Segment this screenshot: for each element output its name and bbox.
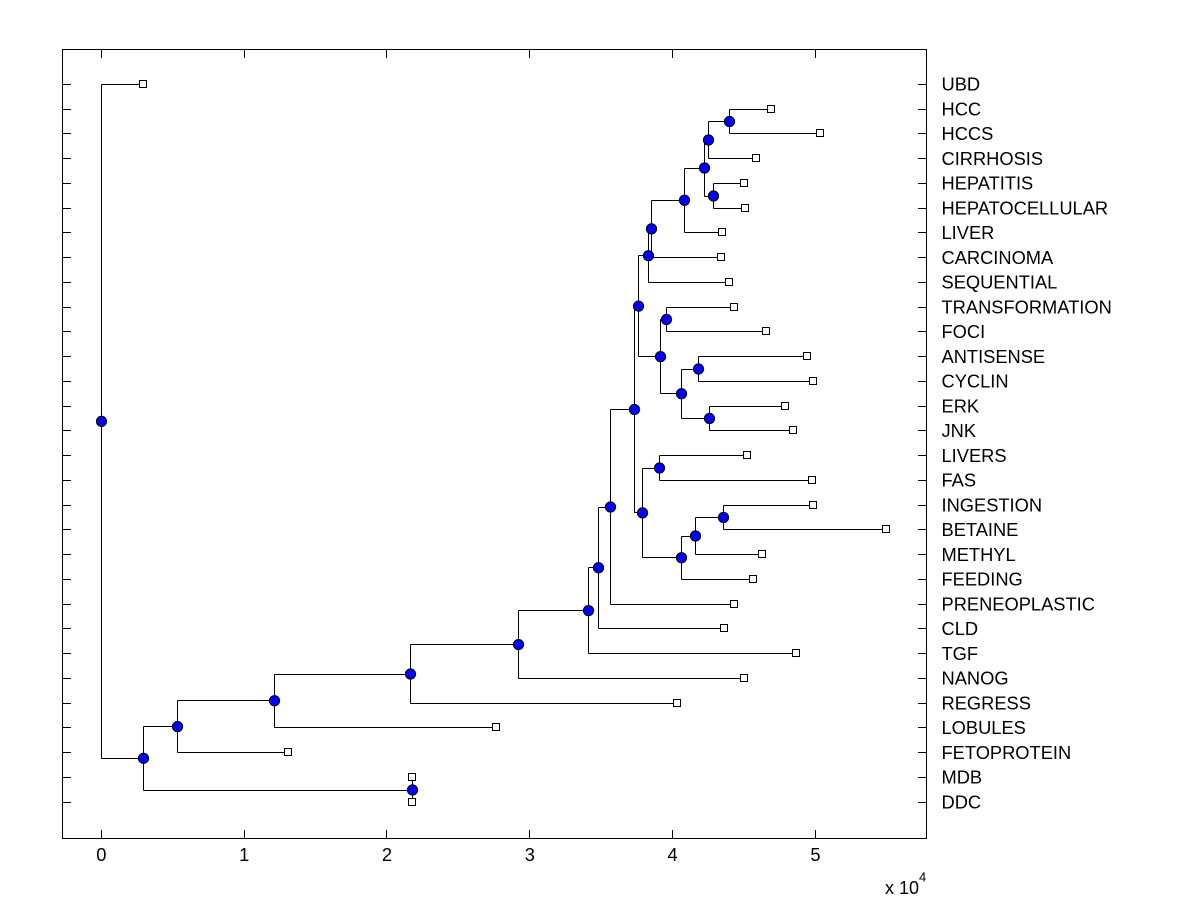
svg-text:LIVERS: LIVERS (942, 445, 1007, 466)
svg-text:0: 0 (96, 844, 106, 865)
svg-text:4: 4 (668, 844, 678, 865)
svg-text:METHYL: METHYL (942, 544, 1016, 565)
svg-text:NANOG: NANOG (942, 668, 1009, 689)
svg-text:HEPATITIS: HEPATITIS (942, 173, 1034, 194)
svg-text:HCCS: HCCS (942, 123, 994, 144)
svg-text:SEQUENTIAL: SEQUENTIAL (942, 272, 1058, 293)
svg-text:PRENEOPLASTIC: PRENEOPLASTIC (942, 593, 1095, 614)
svg-text:2: 2 (382, 844, 392, 865)
svg-text:INGESTION: INGESTION (942, 494, 1043, 515)
svg-text:CIRRHOSIS: CIRRHOSIS (942, 148, 1044, 169)
svg-text:ERK: ERK (942, 395, 980, 416)
svg-text:HCC: HCC (942, 98, 982, 119)
svg-text:FETOPROTEIN: FETOPROTEIN (942, 742, 1072, 763)
svg-text:3: 3 (525, 844, 535, 865)
svg-text:LOBULES: LOBULES (942, 717, 1026, 738)
svg-text:TRANSFORMATION: TRANSFORMATION (942, 296, 1112, 317)
svg-text:UBD: UBD (942, 74, 981, 95)
svg-text:TGF: TGF (942, 643, 979, 664)
svg-text:LIVER: LIVER (942, 222, 995, 243)
svg-text:ANTISENSE: ANTISENSE (942, 346, 1046, 367)
svg-text:CLD: CLD (942, 618, 979, 639)
svg-text:BETAINE: BETAINE (942, 519, 1019, 540)
svg-text:CARCINOMA: CARCINOMA (942, 247, 1055, 268)
svg-text:FOCI: FOCI (942, 321, 986, 342)
svg-text:5: 5 (810, 844, 820, 865)
svg-text:MDB: MDB (942, 767, 983, 788)
svg-text:DDC: DDC (942, 791, 982, 812)
svg-text:CYCLIN: CYCLIN (942, 371, 1009, 392)
svg-text:4: 4 (919, 870, 926, 885)
svg-text:FEEDING: FEEDING (942, 569, 1023, 590)
svg-text:1: 1 (239, 844, 249, 865)
svg-text:FAS: FAS (942, 470, 977, 491)
svg-text:HEPATOCELLULAR: HEPATOCELLULAR (942, 197, 1109, 218)
svg-text:REGRESS: REGRESS (942, 692, 1031, 713)
svg-text:x 10: x 10 (885, 878, 919, 898)
svg-text:JNK: JNK (942, 420, 977, 441)
